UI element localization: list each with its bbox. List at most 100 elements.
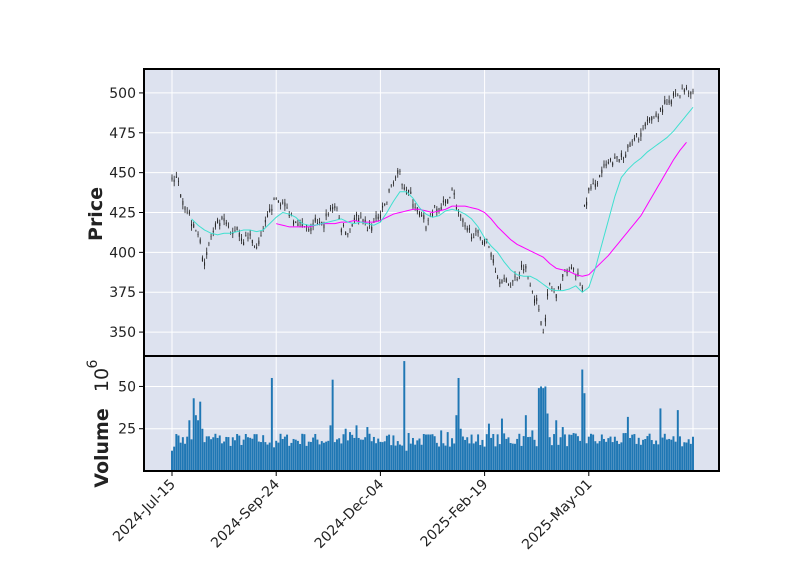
date-tick-label: 2024-Dec-04 [312,476,387,551]
volume-bar [394,445,397,471]
volume-bar [303,434,306,471]
volume-bar [550,445,553,471]
volume-bar [500,418,503,471]
volume-grid [144,385,719,430]
candle-body [542,332,544,333]
volume-bar [322,442,325,471]
volume-bar [307,441,310,471]
volume-bar [429,434,432,471]
volume-bar [416,440,419,471]
candle-body [275,197,277,199]
volume-bar [257,441,260,471]
volume-bar [440,430,443,471]
candle-body [579,285,581,286]
candle-body [243,242,245,246]
volume-bar [472,443,475,471]
candle-body [427,219,429,221]
candle-body [184,206,186,210]
candle-body [282,202,284,204]
candle-body [618,159,620,162]
volume-bar [411,437,414,471]
candle-body [310,227,312,231]
candle-body [583,205,585,207]
candle-body [494,271,496,272]
candle-body [342,224,344,226]
volume-bar [418,438,421,471]
candle-body [280,204,282,206]
candle-body [507,284,509,286]
candle-body [432,213,433,217]
volume-bar [611,442,614,471]
volume-bar [212,437,215,471]
candle-body [692,91,694,93]
candle-body [217,219,219,224]
volume-bar [229,445,232,471]
candle-body [392,182,394,184]
volume-bar [262,435,265,471]
volume-bar [681,446,684,471]
volume-bar [624,433,627,471]
volume-bar [342,434,345,471]
volume-bar [199,401,202,471]
volume-bar [461,436,464,471]
candle-body [466,227,468,231]
candle-body [659,107,661,111]
candle-body [685,87,687,89]
volume-bar [301,433,304,471]
volume-bar [420,444,423,471]
volume-bar [689,443,692,471]
candle-body [353,217,355,221]
candle-body [364,219,366,223]
candle-body [423,215,425,220]
candle-body [247,237,249,239]
volume-axis: 25 50 [118,379,144,438]
candle-body [638,139,640,140]
candle-body [293,221,295,225]
volume-bar [288,445,291,471]
volume-bar [398,444,401,471]
price-tick-label: 450 [109,166,136,182]
candle-body [566,269,568,274]
volume-bar [296,440,299,471]
candle-body [488,246,490,248]
volume-bar [505,438,508,471]
volume-bar [353,437,356,471]
volume-bar [175,434,178,471]
volume-bar [268,442,271,471]
candle-body [505,278,507,283]
candle-body [301,222,303,227]
candle-body [308,229,310,231]
volume-bar [661,437,664,471]
volume-bar [309,441,312,471]
volume-bar [566,446,569,471]
volume-bar [448,446,451,471]
candle-body [646,119,648,122]
price-grid [144,92,719,333]
price-tick-label: 475 [109,126,136,142]
candle-body [249,233,251,236]
volume-bar [494,446,497,471]
candle-body [316,223,318,225]
candle-body [464,224,466,227]
volume-bar [273,447,276,471]
volume-bar [218,435,221,471]
candle-body [594,183,596,187]
volume-bar [620,442,623,471]
candle-body [477,229,479,234]
candle-body [451,188,453,190]
volume-bar [576,436,579,471]
volume-bar [487,423,490,471]
volume-bar [362,439,365,471]
volume-bar [427,434,430,471]
candle-body [501,279,503,284]
volume-bar [663,433,666,471]
volume-bar [483,446,486,471]
volume-bar [520,445,523,471]
candle-body [397,170,399,174]
candle-body [388,188,390,192]
volume-bar [529,436,532,471]
volume-bar [312,437,315,471]
candle-body [592,182,594,185]
candle-body [625,154,627,157]
candle-body [195,230,197,232]
